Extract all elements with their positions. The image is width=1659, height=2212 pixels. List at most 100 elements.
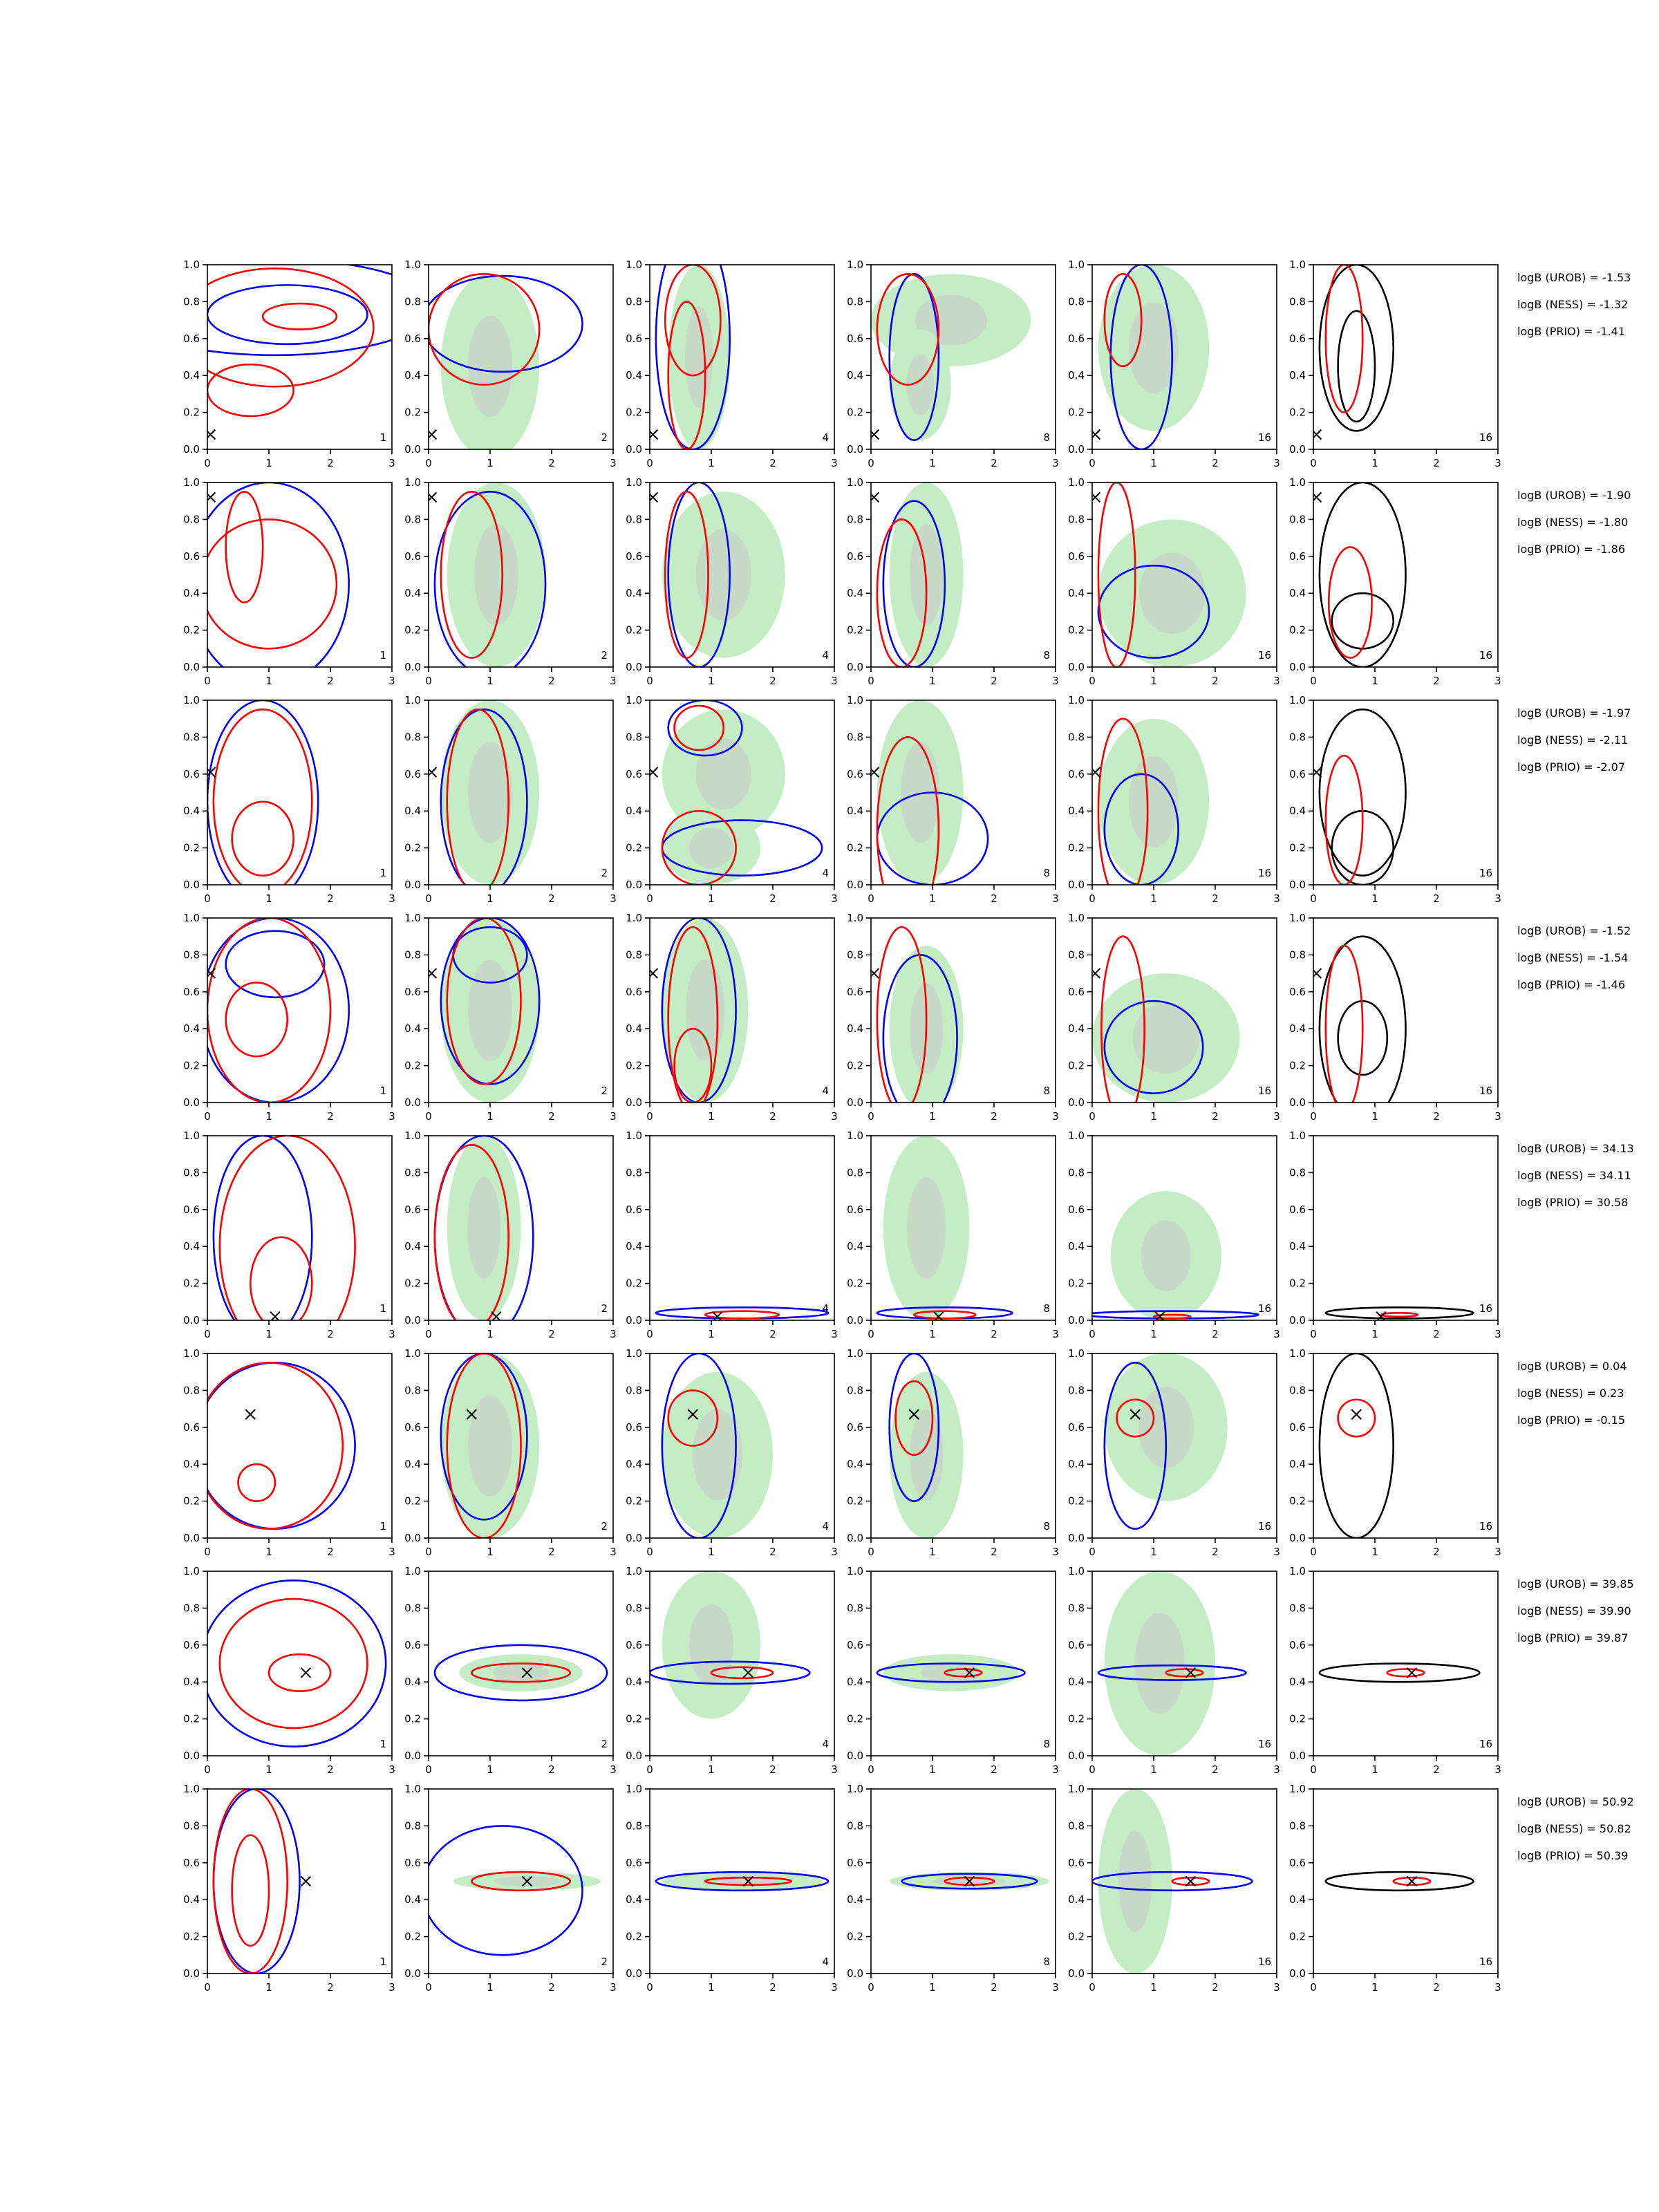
reference-density-inner <box>467 315 513 418</box>
y-tick-label: 1.0 <box>847 1565 863 1577</box>
y-tick-label: 0.6 <box>1289 768 1306 780</box>
ness-contour <box>207 918 332 1103</box>
panel-contours <box>429 273 583 449</box>
y-tick-label: 1.0 <box>404 1130 421 1142</box>
panel-label: 16 <box>1479 1520 1492 1533</box>
x-tick-label: 0 <box>1089 892 1096 905</box>
x-tick-label: 1 <box>1371 1763 1378 1776</box>
y-tick-label: 0.0 <box>1289 1314 1306 1327</box>
ness-contour <box>212 1789 288 1974</box>
x-tick-label: 0 <box>204 1981 211 1994</box>
panel-r2-c1: 0 1 2 3 0.0 0.2 0.4 0.6 0.8 1.0 1 <box>183 476 395 687</box>
logb-annotation: logB (UROB) = -1.97 <box>1517 706 1631 720</box>
x-tick-label: 3 <box>1494 1546 1501 1558</box>
reference-density-inner <box>467 959 513 1061</box>
y-tick-label: 0.2 <box>847 842 863 854</box>
x-tick-label: 0 <box>1310 1110 1317 1123</box>
panel-r6-c1: 0 1 2 3 0.0 0.2 0.4 0.6 0.8 1.0 1 <box>183 1347 395 1558</box>
y-tick-label: 0.2 <box>1068 406 1085 419</box>
x-tick-label: 1 <box>487 1328 494 1340</box>
y-tick-label: 0.0 <box>1289 1532 1306 1544</box>
panel-r2-c3: 0 1 2 3 0.0 0.2 0.4 0.6 0.8 1.0 4 <box>626 476 838 687</box>
y-tick-label: 0.2 <box>626 406 642 419</box>
x-tick-label: 2 <box>1212 1110 1219 1123</box>
y-tick-label: 0.2 <box>183 1495 200 1508</box>
panel-r8-c1: 0 1 2 3 0.0 0.2 0.4 0.6 0.8 1.0 1 <box>183 1783 395 1994</box>
x-tick-label: 3 <box>610 1328 617 1340</box>
y-tick-label: 0.8 <box>847 731 863 743</box>
ness-contour <box>1324 265 1364 413</box>
x-tick-label: 1 <box>487 1763 494 1776</box>
true-value-marker <box>300 1667 312 1678</box>
logb-annotation: logB (UROB) = 0.04 <box>1517 1360 1627 1373</box>
logb-annotation: logB (NESS) = -1.54 <box>1517 951 1628 964</box>
panel-r8-c4: 0 1 2 3 0.0 0.2 0.4 0.6 0.8 1.0 8 <box>847 1783 1059 1994</box>
logb-annotation: logB (NESS) = -1.80 <box>1517 516 1628 529</box>
ness-contour <box>1152 1313 1192 1320</box>
x-tick-label: 1 <box>265 892 272 905</box>
y-tick-label: 0.2 <box>1289 624 1306 637</box>
panel-r3-c3: 0 1 2 3 0.0 0.2 0.4 0.6 0.8 1.0 4 <box>626 694 838 905</box>
logb-annotation: logB (NESS) = 0.23 <box>1517 1387 1624 1400</box>
true-value-marker <box>521 1667 533 1678</box>
axes-frame <box>870 917 1056 1103</box>
y-tick-label: 0.2 <box>626 1277 642 1290</box>
y-tick-label: 0.4 <box>626 1676 642 1688</box>
logb-annotation: logB (UROB) = -1.53 <box>1517 271 1631 284</box>
y-tick-label: 0.0 <box>847 1750 863 1762</box>
y-tick-label: 0.8 <box>1289 948 1306 961</box>
x-tick-label: 2 <box>991 675 997 687</box>
y-tick-label: 0.6 <box>847 1421 863 1434</box>
panel-label: 16 <box>1479 1302 1492 1315</box>
y-tick-label: 0.0 <box>847 443 863 456</box>
urob-contour <box>1109 265 1173 449</box>
x-tick-label: 3 <box>610 1981 617 1994</box>
y-tick-label: 0.6 <box>1068 1857 1085 1869</box>
panel-contours <box>429 918 541 1103</box>
urob-contour <box>207 482 350 667</box>
y-tick-label: 0.0 <box>183 661 200 673</box>
x-tick-label: 3 <box>610 892 617 905</box>
x-tick-label: 3 <box>1273 892 1280 905</box>
y-tick-label: 1.0 <box>183 1347 200 1360</box>
panel-contours <box>1318 1662 1481 1683</box>
urob-contour <box>1103 1000 1204 1094</box>
y-tick-label: 0.2 <box>847 1931 863 1943</box>
panel-label: 16 <box>1258 1738 1271 1750</box>
axes-frame <box>428 1353 614 1539</box>
y-tick-label: 0.0 <box>183 443 200 456</box>
panel-r6-c2: 0 1 2 3 0.0 0.2 0.4 0.6 0.8 1.0 2 <box>404 1347 617 1558</box>
panel-r8-c3: 0 1 2 3 0.0 0.2 0.4 0.6 0.8 1.0 4 <box>626 1783 838 1994</box>
reference-density-inner <box>692 1409 742 1501</box>
panel-r1-c2: 0 1 2 3 0.0 0.2 0.4 0.6 0.8 1.0 2 <box>404 259 617 469</box>
panel-contours <box>661 1353 773 1538</box>
y-tick-label: 0.2 <box>1068 1495 1085 1508</box>
ness-contour <box>470 1871 571 1892</box>
ness-contour <box>225 491 264 603</box>
y-tick-label: 0.2 <box>1068 624 1085 637</box>
x-tick-label: 0 <box>1089 1763 1096 1776</box>
y-tick-label: 1.0 <box>404 476 421 489</box>
panel-contours <box>871 482 964 667</box>
x-tick-label: 1 <box>487 1546 494 1558</box>
panel-contours <box>1313 265 1394 440</box>
y-tick-label: 0.2 <box>626 1060 642 1072</box>
panel-r5-c5: 0 1 2 3 0.0 0.2 0.4 0.6 0.8 1.0 16 <box>1068 1130 1280 1340</box>
x-tick-label: 3 <box>610 1110 617 1123</box>
ness-contour <box>944 1668 983 1678</box>
x-tick-label: 0 <box>204 675 211 687</box>
reference-density-inner <box>493 1662 549 1683</box>
reference-density-inner <box>910 1409 944 1501</box>
urob-contour <box>440 1353 528 1521</box>
panel-label: 1 <box>379 1520 386 1533</box>
y-tick-label: 1.0 <box>1289 1565 1306 1577</box>
y-tick-label: 0.2 <box>183 1060 200 1072</box>
ness-contour <box>207 363 294 418</box>
panel-label: 8 <box>1043 867 1050 879</box>
true-value-marker <box>429 491 438 503</box>
true-value-marker <box>1092 429 1101 440</box>
panel-label: 16 <box>1258 867 1271 879</box>
ness-contour <box>664 265 722 377</box>
y-tick-label: 0.0 <box>1068 661 1085 673</box>
x-tick-label: 0 <box>868 892 874 905</box>
